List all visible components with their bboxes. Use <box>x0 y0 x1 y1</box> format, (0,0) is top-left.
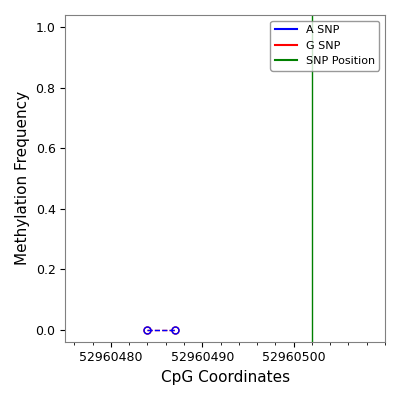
Y-axis label: Methylation Frequency: Methylation Frequency <box>15 91 30 266</box>
Legend: A SNP, G SNP, SNP Position: A SNP, G SNP, SNP Position <box>270 20 380 70</box>
X-axis label: CpG Coordinates: CpG Coordinates <box>160 370 290 385</box>
